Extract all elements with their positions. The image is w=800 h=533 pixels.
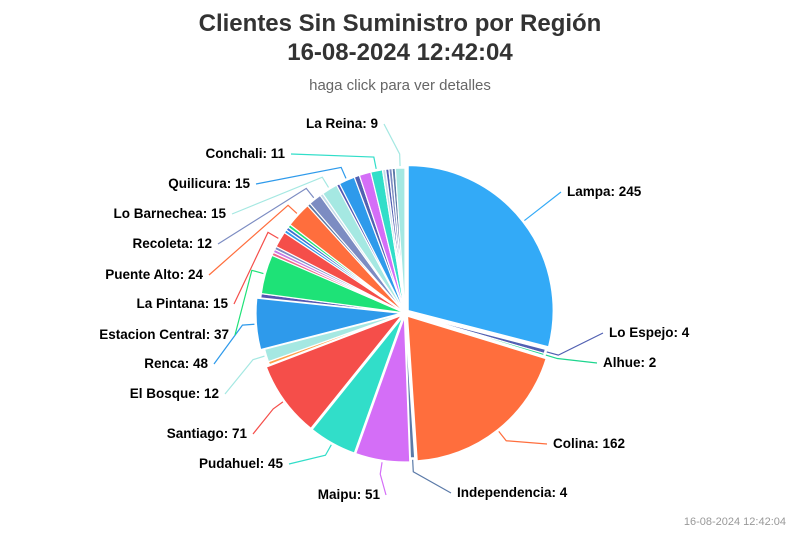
pie-slice-independencia[interactable] <box>404 312 416 459</box>
data-label-renca: Renca: 48 <box>144 356 208 371</box>
data-label-colina: Colina: 162 <box>553 436 625 451</box>
connector-line <box>255 166 347 185</box>
pie-slice-pudahuel[interactable] <box>311 316 404 454</box>
connector-line <box>213 323 255 365</box>
data-label-la-pintana-4: La Pintana: 15 <box>136 296 228 311</box>
pie-slice-lampa[interactable] <box>407 164 554 348</box>
data-label-conchali-3: Conchali: 11 <box>205 146 285 161</box>
data-label-pudahuel: Pudahuel: 45 <box>199 456 284 471</box>
connector-line <box>383 123 401 167</box>
pie-slice-maipu[interactable] <box>354 316 411 463</box>
pie-slice-colina[interactable] <box>406 315 547 462</box>
connector-line <box>233 231 279 305</box>
data-label-lo-espejo: Lo Espejo: 4 <box>609 325 690 340</box>
pie-slice-alhue[interactable] <box>404 312 545 357</box>
connector-line <box>224 355 265 395</box>
connector-line <box>288 444 332 465</box>
data-label-lampa: Lampa: 245 <box>567 184 642 199</box>
data-label-estacion-central-2: Estacion Central: 37 <box>99 327 229 342</box>
pie-slice-renca[interactable] <box>255 297 402 351</box>
data-label-independencia: Independencia: 4 <box>457 485 568 500</box>
connector-line <box>498 430 548 445</box>
connector-line <box>412 459 452 494</box>
data-label-quilicura-2: Quilicura: 15 <box>168 176 250 191</box>
data-label-lo-barnechea-2: Lo Barnechea: 15 <box>113 206 226 221</box>
connector-line <box>208 204 298 276</box>
chart-title: Clientes Sin Suministro por Región <box>198 10 602 37</box>
connector-line <box>379 462 387 496</box>
connector-line <box>234 269 264 336</box>
data-label-maipu: Maipu: 51 <box>318 487 381 502</box>
connector-line <box>231 176 330 215</box>
data-label-santiago: Santiago: 71 <box>167 426 248 441</box>
data-label-recoleta-2: Recoleta: 12 <box>132 236 212 251</box>
data-label-el-bosque: El Bosque: 12 <box>130 386 219 401</box>
connector-line <box>546 332 604 356</box>
connector-line <box>290 153 377 169</box>
timestamp-credit: 16-08-2024 12:42:04 <box>683 516 786 528</box>
pie-slice-el-bosque[interactable] <box>263 312 406 363</box>
connector-line <box>545 354 598 364</box>
data-label-alhue: Alhue: 2 <box>603 355 656 370</box>
data-label-puente-alto-4: Puente Alto: 24 <box>105 267 203 282</box>
connector-line <box>217 187 315 245</box>
chart-title-date: 16-08-2024 12:42:04 <box>287 39 513 66</box>
pie-slice-la-reina-5[interactable] <box>394 167 406 314</box>
connector-line <box>524 191 562 222</box>
data-label-la-reina-5: La Reina: 9 <box>306 116 378 131</box>
chart-subtitle: haga click para ver detalles <box>309 77 491 94</box>
connector-line <box>252 401 284 435</box>
pie-slice-santiago[interactable] <box>265 314 404 430</box>
